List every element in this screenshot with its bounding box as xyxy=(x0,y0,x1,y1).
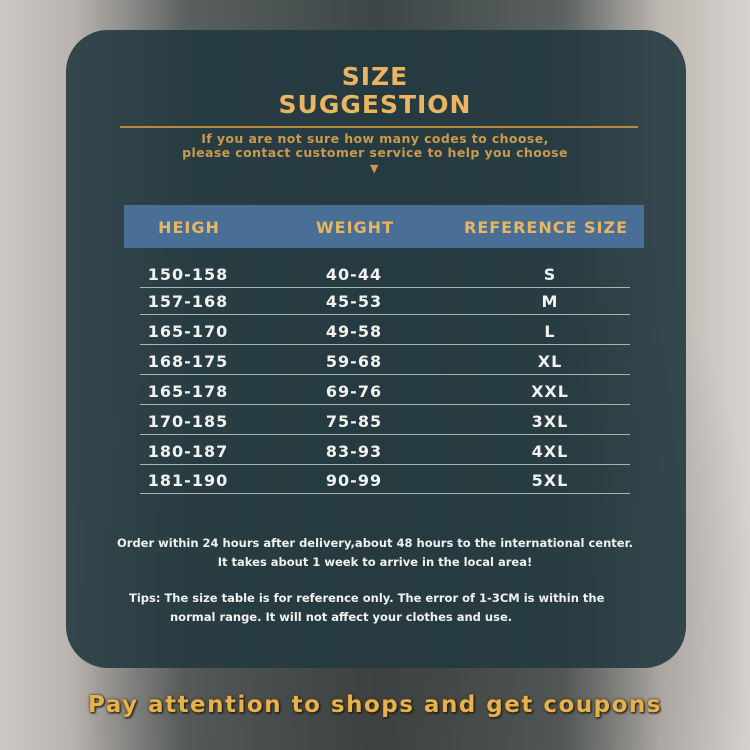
cell-size: 5XL xyxy=(531,471,569,490)
tips-line-2: normal range. It will not affect your cl… xyxy=(170,610,513,624)
cell-height: 181-190 xyxy=(147,471,229,490)
table-header-bar xyxy=(124,205,644,248)
size-panel xyxy=(66,30,686,668)
footer-banner: Pay attention to shops and get coupons xyxy=(88,692,662,718)
tips-line-1: Tips: The size table is for reference on… xyxy=(129,591,605,605)
divider xyxy=(120,126,638,128)
row-divider xyxy=(140,404,630,405)
cell-size: XXL xyxy=(531,382,569,401)
row-divider xyxy=(140,344,630,345)
subtitle-line-1: If you are not sure how many codes to ch… xyxy=(201,131,549,146)
cell-size: 4XL xyxy=(531,442,569,461)
row-divider xyxy=(140,434,630,435)
down-arrow-icon: ▼ xyxy=(370,162,379,175)
cell-weight: 59-68 xyxy=(325,352,383,371)
cell-weight: 49-58 xyxy=(325,322,383,341)
row-divider xyxy=(140,493,630,494)
row-divider xyxy=(140,464,630,465)
cell-size: XL xyxy=(537,352,563,371)
cell-size: S xyxy=(543,265,557,284)
cell-weight: 75-85 xyxy=(325,412,383,431)
title-line-1: SIZE xyxy=(341,62,409,91)
cell-height: 165-170 xyxy=(147,322,229,341)
title-line-2: SUGGESTION xyxy=(278,90,472,119)
cell-size: 3XL xyxy=(531,412,569,431)
cell-weight: 69-76 xyxy=(325,382,383,401)
cell-height: 157-168 xyxy=(147,292,229,311)
cell-weight: 40-44 xyxy=(325,265,383,284)
cell-height: 165-178 xyxy=(147,382,229,401)
cell-weight: 45-53 xyxy=(325,292,383,311)
cell-height: 150-158 xyxy=(147,265,229,284)
header-height: HEIGH xyxy=(158,218,220,237)
notice-line-1: Order within 24 hours after delivery,abo… xyxy=(117,536,633,550)
cell-size: L xyxy=(544,322,556,341)
subtitle-line-2: please contact customer service to help … xyxy=(182,145,568,160)
notice-line-2: It takes about 1 week to arrive in the l… xyxy=(217,555,533,569)
cell-height: 168-175 xyxy=(147,352,229,371)
cell-height: 180-187 xyxy=(147,442,229,461)
cell-size: M xyxy=(541,292,559,311)
cell-height: 170-185 xyxy=(147,412,229,431)
header-weight: WEIGHT xyxy=(316,218,394,237)
row-divider xyxy=(140,374,630,375)
row-divider xyxy=(140,314,630,315)
row-divider xyxy=(140,287,630,288)
header-reference-size: REFERENCE SIZE xyxy=(464,218,628,237)
cell-weight: 83-93 xyxy=(325,442,383,461)
cell-weight: 90-99 xyxy=(325,471,383,490)
